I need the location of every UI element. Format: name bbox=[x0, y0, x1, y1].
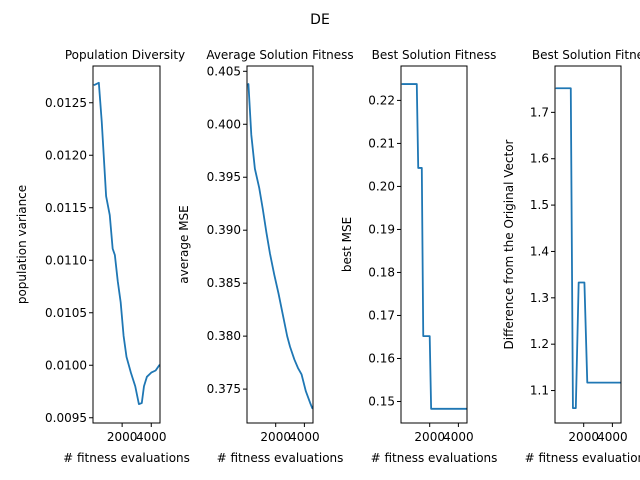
x-tick-label: 2000 bbox=[260, 430, 291, 444]
y-tick-label: 1.3 bbox=[530, 291, 549, 305]
x-tick-label: 2000 bbox=[568, 430, 599, 444]
y-tick-label: 0.0120 bbox=[45, 148, 87, 162]
subplot-title: Best Solution Fitne bbox=[532, 48, 640, 62]
axes-frame bbox=[554, 65, 622, 424]
y-tick-label: 0.0105 bbox=[45, 306, 87, 320]
y-tick-label: 0.16 bbox=[368, 351, 395, 365]
axes-frame bbox=[400, 65, 468, 424]
axes-frame bbox=[246, 65, 314, 424]
y-axis-label: Difference from the Original Vector bbox=[502, 139, 516, 349]
y-tick-label: 0.0100 bbox=[45, 358, 87, 372]
series-line-1 bbox=[247, 83, 314, 410]
series-line-1 bbox=[401, 83, 468, 410]
y-tick-label: 0.17 bbox=[368, 308, 395, 322]
y-tick-label: 0.390 bbox=[207, 223, 241, 237]
y-tick-label: 0.0125 bbox=[45, 96, 87, 110]
y-tick-label: 1.2 bbox=[530, 337, 549, 351]
y-tick-label: 0.0115 bbox=[45, 201, 87, 215]
y-tick-label: 0.0110 bbox=[45, 253, 87, 267]
x-axis-label: # fitness evaluations bbox=[525, 451, 640, 465]
figure-title: DE bbox=[310, 12, 330, 28]
x-tick-label: 4000 bbox=[289, 430, 320, 444]
y-tick-label: 1.5 bbox=[530, 198, 549, 212]
subplot-title: Best Solution Fitness bbox=[372, 48, 497, 62]
x-tick-label: 2000 bbox=[107, 430, 138, 444]
y-tick-label: 0.385 bbox=[207, 276, 241, 290]
y-tick-label: 0.15 bbox=[368, 394, 395, 408]
y-tick-label: 0.18 bbox=[368, 265, 395, 279]
y-tick-label: 0.20 bbox=[368, 179, 395, 193]
axes-frame bbox=[92, 65, 161, 424]
y-tick-label: 0.22 bbox=[368, 93, 395, 107]
y-axis-label: best MSE bbox=[340, 217, 354, 272]
x-tick-label: 4000 bbox=[443, 430, 474, 444]
y-tick-label: 1.4 bbox=[530, 244, 549, 258]
x-axis-label: # fitness evaluations bbox=[217, 451, 344, 465]
y-tick-label: 0.400 bbox=[207, 117, 241, 131]
y-tick-label: 0.380 bbox=[207, 329, 241, 343]
y-tick-label: 0.0095 bbox=[45, 411, 87, 425]
y-tick-label: 0.375 bbox=[207, 382, 241, 396]
x-axis-label: # fitness evaluations bbox=[63, 451, 190, 465]
y-axis-label: average MSE bbox=[177, 205, 191, 284]
x-axis-label: # fitness evaluations bbox=[371, 451, 498, 465]
x-tick-label: 2000 bbox=[414, 430, 445, 444]
y-tick-label: 1.6 bbox=[530, 152, 549, 166]
y-tick-label: 1.7 bbox=[530, 105, 549, 119]
series-line-1 bbox=[93, 81, 161, 406]
x-tick-label: 4000 bbox=[597, 430, 628, 444]
x-tick-label: 4000 bbox=[136, 430, 167, 444]
y-tick-label: 0.21 bbox=[368, 136, 395, 150]
subplot-title: Population Diversity bbox=[65, 48, 185, 62]
subplot-title: Average Solution Fitness bbox=[206, 48, 353, 62]
y-axis-label: population variance bbox=[15, 185, 29, 304]
y-tick-label: 0.19 bbox=[368, 222, 395, 236]
subplots: Population Diversity200040000.00950.0100… bbox=[15, 48, 640, 465]
series-line-1 bbox=[555, 87, 622, 410]
y-tick-label: 0.395 bbox=[207, 170, 241, 184]
y-tick-label: 0.405 bbox=[207, 64, 241, 78]
y-tick-label: 1.1 bbox=[530, 384, 549, 398]
